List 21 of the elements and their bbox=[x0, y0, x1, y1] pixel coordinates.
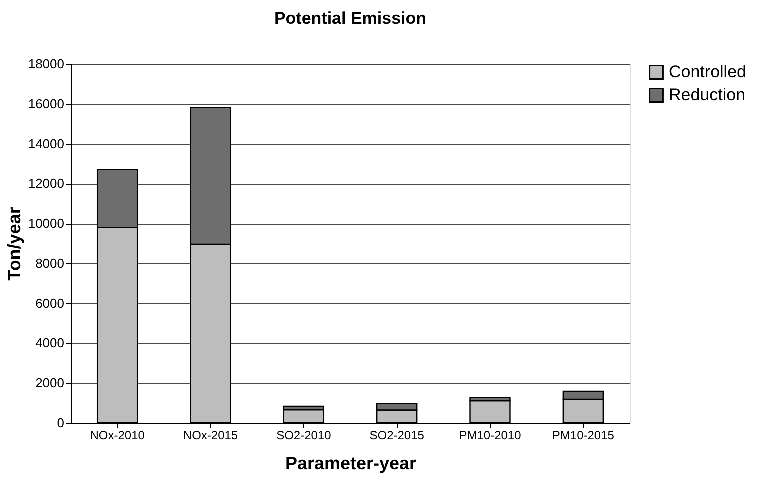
chart-title: Potential Emission bbox=[274, 9, 427, 28]
legend-label: Controlled bbox=[669, 62, 746, 82]
y-tick-label: 8000 bbox=[36, 256, 64, 271]
y-tick-label: 0 bbox=[57, 416, 64, 430]
x-tick-label: SO2-2010 bbox=[276, 428, 332, 442]
y-tick-label: 4000 bbox=[36, 336, 64, 351]
x-tick-label: SO2-2015 bbox=[370, 428, 425, 442]
y-tick-label: 14000 bbox=[28, 136, 64, 152]
x-tick-label: PM10-2015 bbox=[552, 428, 615, 442]
x-tick-label: PM10-2010 bbox=[459, 428, 522, 442]
x-tick-label: NOx-2010 bbox=[90, 428, 146, 442]
x-tick-label: NOx-2015 bbox=[183, 428, 238, 442]
x-axis-title: Parameter-year bbox=[285, 454, 417, 474]
y-tick-label: 2000 bbox=[36, 376, 64, 391]
y-tick-label: 16000 bbox=[28, 96, 64, 112]
y-tick-label: 18000 bbox=[28, 56, 64, 72]
y-tick-label: 6000 bbox=[36, 296, 64, 311]
y-tick-label: 12000 bbox=[28, 176, 64, 192]
y-axis-title: Ton/year bbox=[4, 207, 24, 281]
legend-label: Reduction bbox=[669, 86, 746, 104]
y-tick-label: 10000 bbox=[28, 216, 64, 232]
